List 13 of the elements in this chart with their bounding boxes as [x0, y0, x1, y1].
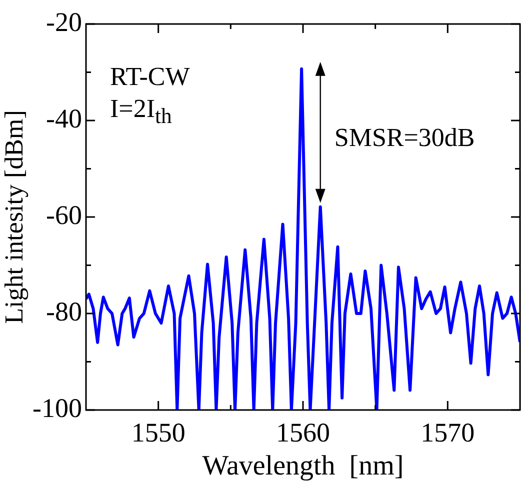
x-tick-label: 1570: [420, 417, 475, 448]
y-tick-label: -100: [32, 393, 82, 424]
x-tick-label: 1550: [131, 417, 186, 448]
y-tick-label: -20: [46, 7, 82, 38]
annotation: I=2I$_{th}$: [110, 94, 172, 128]
y-axis-title: Light intesity [dBm]: [0, 110, 28, 324]
y-tick-label: -60: [46, 200, 82, 230]
y-tick-label: -40: [46, 104, 82, 134]
x-axis-title: Wavelength [nm]: [202, 450, 404, 482]
x-tick-label: 1560: [276, 417, 330, 448]
annotation: SMSR=30dB: [334, 122, 475, 152]
y-tick-label: -80: [46, 296, 82, 327]
annotation: RT-CW: [110, 62, 190, 91]
